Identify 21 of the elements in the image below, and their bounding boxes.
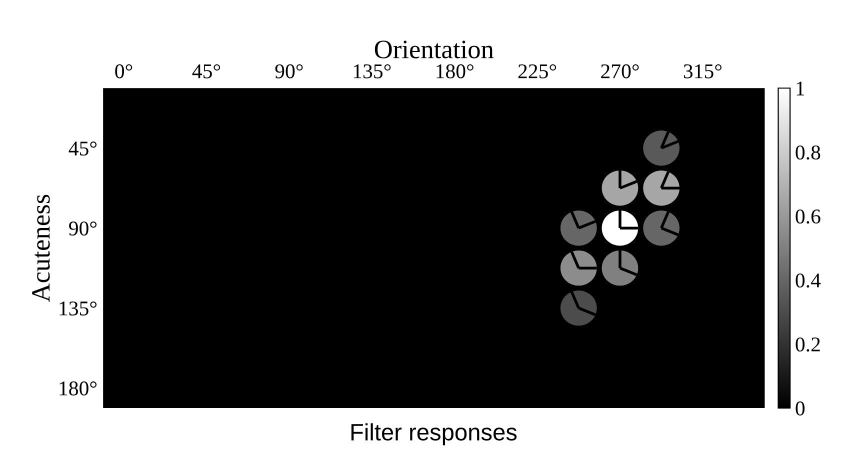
- x-tick-label: 180°: [436, 64, 474, 78]
- y-tick-label: 135°: [60, 301, 97, 316]
- x-tick-label: 0°: [115, 64, 132, 78]
- color-bar-label: 0: [796, 401, 805, 416]
- y-axis-title: Acuteness: [32, 194, 50, 302]
- color-bar-label: 0.4: [796, 273, 821, 288]
- y-tick-label: 180°: [60, 381, 97, 396]
- x-tick-label: 135°: [354, 64, 391, 78]
- color-bar-label: 0.6: [796, 209, 820, 224]
- x-tick-label: 225°: [518, 64, 556, 78]
- y-tick-label: 45°: [68, 141, 97, 156]
- x-tick-label: 315°: [684, 64, 722, 78]
- x-tick-label: 90°: [275, 64, 303, 78]
- x-tick-label: 270°: [601, 64, 639, 78]
- color-bar-label: 1: [796, 82, 804, 96]
- x-axis-title: Orientation: [374, 40, 494, 58]
- x-tick-label: 45°: [192, 64, 220, 78]
- text: Filter responses: [351, 423, 517, 446]
- color-bar-label: 0.2: [796, 337, 820, 352]
- color-bar-label: 0.8: [796, 145, 820, 160]
- y-tick-label: 90°: [69, 221, 97, 236]
